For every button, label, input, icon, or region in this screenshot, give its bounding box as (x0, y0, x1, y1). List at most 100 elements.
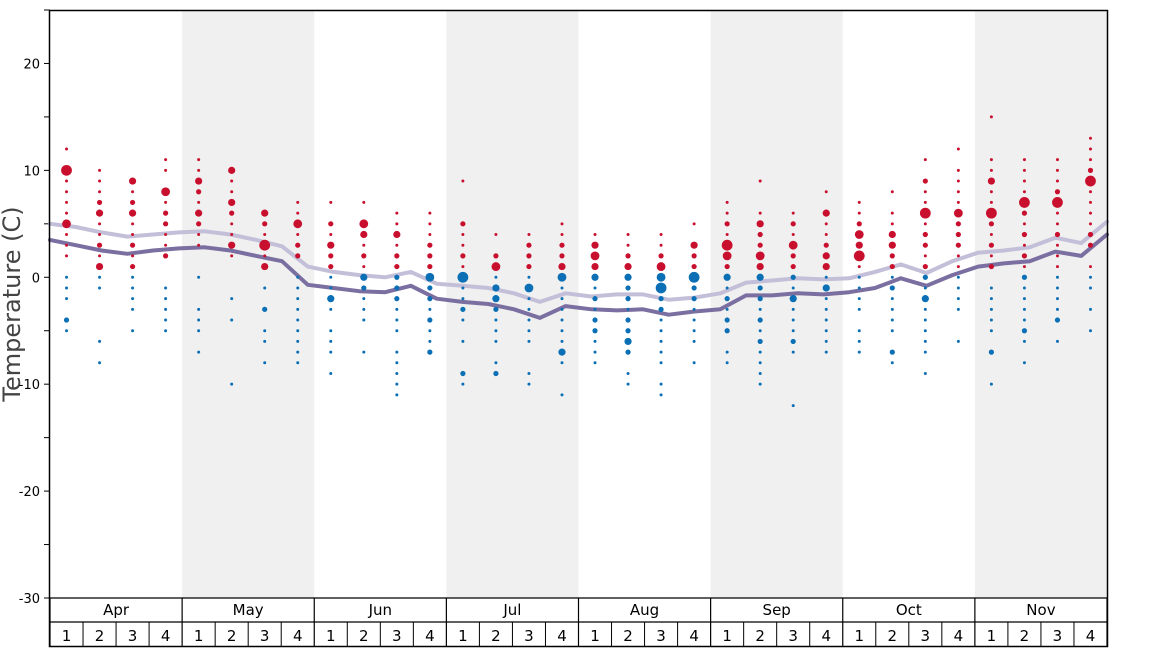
warm-temperature-dot (1055, 222, 1059, 226)
cold-temperature-dot (395, 307, 399, 311)
cold-temperature-dot (626, 382, 630, 386)
cold-temperature-dot (395, 361, 399, 365)
cold-temperature-dot (395, 350, 399, 354)
cold-temperature-dot (791, 318, 795, 322)
warm-temperature-dot (197, 233, 201, 237)
month-bands (182, 10, 1107, 598)
cold-temperature-dot (164, 318, 168, 322)
warm-temperature-dot (128, 177, 137, 185)
warm-temperature-dot (956, 190, 960, 194)
week-label: 4 (821, 627, 831, 645)
cold-temperature-dot (131, 307, 135, 311)
warm-temperature-dot (559, 253, 565, 259)
cold-temperature-dot (824, 350, 828, 354)
warm-temperature-dot (1088, 147, 1092, 151)
cold-temperature-dot (724, 317, 730, 323)
cold-temperature-dot (560, 393, 564, 397)
warm-temperature-dot (95, 262, 104, 271)
warm-temperature-dot (329, 200, 333, 204)
cold-temperature-dot (493, 370, 499, 377)
warm-temperature-dot (65, 211, 69, 215)
cold-temperature-dot (921, 295, 929, 303)
warm-temperature-dot (494, 233, 498, 237)
cold-temperature-dot (655, 282, 667, 294)
cold-temperature-dot (329, 329, 333, 333)
cold-temperature-dot (560, 307, 564, 311)
warm-temperature-dot (427, 242, 433, 248)
cold-temperature-dot (362, 318, 366, 322)
warm-temperature-dot (757, 242, 763, 248)
cold-temperature-dot (988, 349, 994, 355)
cold-temperature-dot (527, 297, 531, 301)
cold-temperature-dot (197, 307, 201, 311)
warm-temperature-dot (624, 262, 632, 271)
warm-temperature-dot (197, 168, 201, 172)
warm-temperature-dot (1087, 231, 1094, 238)
cold-temperature-dot (989, 297, 993, 301)
warm-temperature-dot (791, 233, 795, 237)
cold-temperature-dot (230, 382, 234, 386)
warm-temperature-dot (1021, 210, 1028, 216)
warm-temperature-dot (395, 243, 399, 247)
warm-temperature-dot (790, 253, 796, 259)
warm-temperature-dot (656, 262, 666, 271)
lower-temperature-line (48, 232, 1109, 320)
cold-temperature-dot (956, 275, 960, 279)
cold-temperature-dot (461, 318, 465, 322)
cold-temperature-dot (197, 275, 201, 279)
warm-temperature-dot (953, 208, 963, 218)
warm-temperature-dot (956, 147, 960, 151)
warm-temperature-dot (361, 253, 367, 259)
cold-temperature-dot (65, 286, 69, 290)
cold-temperature-dot (691, 285, 697, 291)
cold-temperature-dot (197, 318, 201, 322)
warm-temperature-dot (460, 221, 466, 227)
warm-temperature-dot (659, 243, 663, 247)
cold-temperature-dot (65, 297, 69, 301)
y-tick-label: 10 (23, 164, 40, 179)
cold-temperature-dot (757, 285, 763, 291)
cold-temperature-dot (1088, 286, 1092, 290)
cold-temperature-dot (395, 371, 399, 375)
warm-temperature-dot (197, 158, 201, 162)
cold-temperature-dot (527, 339, 531, 343)
cold-temperature-dot (592, 317, 598, 323)
warm-temperature-dot (296, 233, 300, 237)
warm-temperature-dot (857, 211, 861, 215)
cold-temperature-dot (724, 328, 730, 334)
warm-temperature-dot (1055, 211, 1059, 215)
cold-temperature-dot (427, 285, 433, 291)
cold-temperature-dot (890, 361, 894, 365)
cold-temperature-dot (956, 339, 960, 343)
cold-temperature-dot (164, 307, 168, 311)
warm-temperature-dot (230, 233, 234, 237)
cold-temperature-dot (791, 350, 795, 354)
cold-temperature-dot (659, 393, 663, 397)
warm-temperature-dot (923, 200, 927, 204)
warm-temperature-dot (1021, 231, 1028, 238)
week-label: 3 (524, 627, 534, 645)
warm-temperature-dot (461, 233, 465, 237)
warm-temperature-dot (824, 222, 828, 226)
cold-temperature-dot (427, 317, 433, 323)
cold-temperature-dot (362, 307, 366, 311)
cold-temperature-dot (1022, 339, 1026, 343)
warm-temperature-dot (755, 251, 765, 261)
cold-temperature-dot (425, 272, 435, 282)
cold-temperature-dot (923, 286, 927, 290)
cold-temperature-dot (592, 328, 598, 334)
cold-temperature-dot (428, 307, 432, 311)
cold-temperature-dot (725, 350, 729, 354)
cold-temperature-dot (560, 297, 564, 301)
warm-temperature-dot (989, 168, 993, 172)
warm-temperature-dot (1055, 254, 1059, 258)
cold-temperature-dot (725, 307, 729, 311)
cold-temperature-dot (1055, 286, 1059, 290)
warm-temperature-dot (988, 242, 994, 248)
warm-temperature-dot (985, 207, 997, 219)
cold-temperature-dot (1054, 317, 1061, 323)
warm-temperature-dot (822, 209, 830, 217)
cold-temperature-dot (923, 318, 927, 322)
cold-temperature-dot (494, 329, 498, 333)
warm-temperature-dot (988, 263, 994, 270)
